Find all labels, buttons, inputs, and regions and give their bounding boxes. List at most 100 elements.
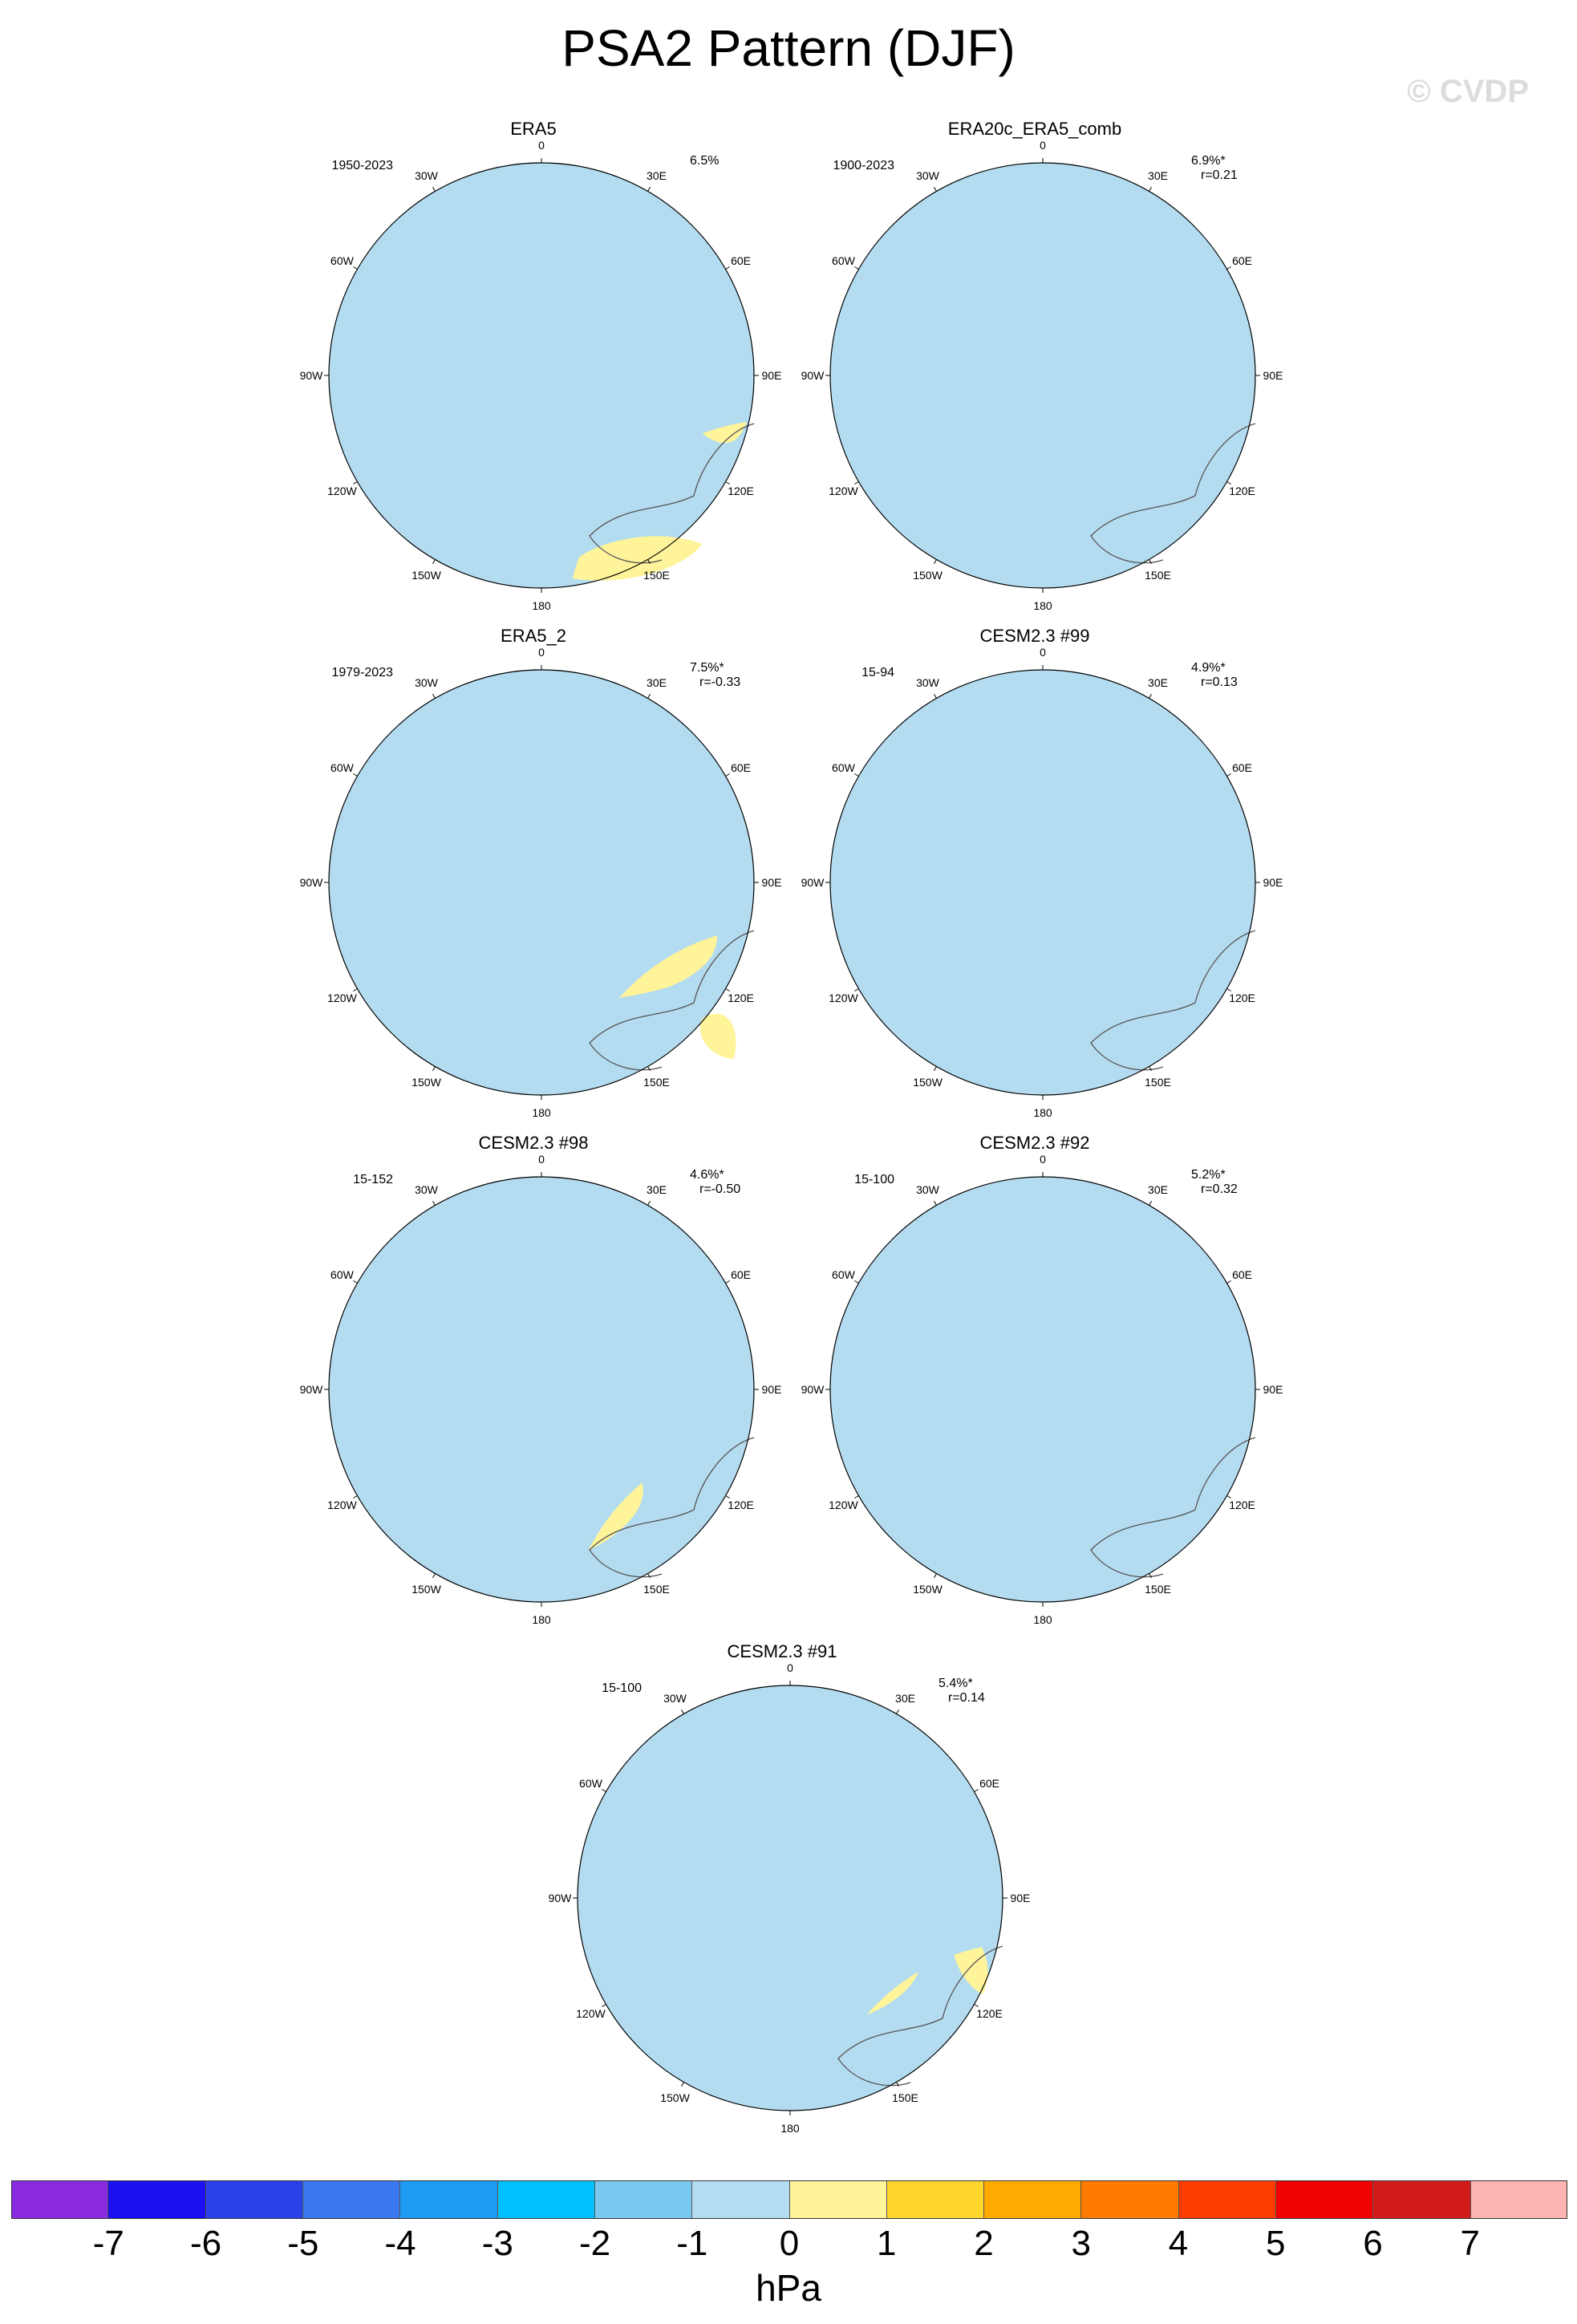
polar-map [324,665,759,1100]
longitude-label: 0 [538,646,545,659]
longitude-tick [647,559,651,564]
longitude-label: 30E [647,676,667,690]
panel-stats: 4.6%* r=-0.50 [690,1168,810,1197]
australia-coastline [1090,930,1256,1071]
longitude-label: 120W [829,1498,858,1511]
colorbar-tick-label: -3 [481,2224,513,2263]
panel-title: CESM2.3 #92 [979,1133,1090,1153]
colorbar-swatch [11,2180,109,2219]
longitude-tick [896,2082,899,2087]
explained-variance: 4.9%* [1191,661,1226,675]
longitude-label: 120E [728,484,754,497]
panel-period: 1900-2023 [833,159,894,172]
explained-variance: 6.5% [690,154,720,168]
longitude-tick [854,773,859,777]
longitude-tick [1149,1066,1152,1071]
australia-coastline [589,930,755,1071]
colorbar-tick-label: -1 [676,2224,708,2263]
longitude-label: 120W [829,484,858,497]
longitude-label: 180 [1033,1613,1052,1626]
panel-period: 15-100 [602,1681,642,1695]
longitude-tick [725,988,730,992]
longitude-label: 90E [761,876,782,889]
polar-map [825,665,1260,1100]
map-panel: CESM2.3 #99 15-94 4.9%* r=0.13 0 30E 60E 90E 120… [801,626,1368,1119]
longitude-label: 90E [1263,369,1283,382]
longitude-tick [934,1201,937,1206]
longitude-tick [725,481,730,485]
colorbar-swatch [789,2180,887,2219]
panel-period: 15-152 [353,1173,393,1186]
colorbar-tick-label: -5 [287,2224,319,2263]
longitude-label: 30W [415,676,438,690]
longitude-label: 120E [1229,484,1255,497]
longitude-tick [602,2004,606,2007]
longitude-label: 30E [1148,169,1168,183]
longitude-label: 30E [1148,676,1168,690]
longitude-tick [432,1573,436,1578]
longitude-label: 60W [330,760,354,774]
panel-stats: 7.5%* r=-0.33 [690,661,810,690]
longitude-label: 30W [415,169,438,183]
longitude-tick [1226,773,1231,777]
longitude-label: 60W [330,253,354,267]
longitude-label: 90W [299,369,323,382]
longitude-label: 30E [1148,1183,1168,1197]
longitude-label: 120E [728,1498,754,1511]
colorbar-tick-label: 3 [1071,2224,1091,2263]
anomaly-background [830,670,1255,1095]
longitude-label: 90W [548,1892,572,1904]
longitude-tick [725,773,730,777]
longitude-label: 60E [731,253,752,267]
colorbar-swatch [1276,2180,1374,2219]
pattern-correlation: r=-0.33 [699,675,741,689]
anomaly-contour [566,536,702,581]
longitude-tick [432,1201,436,1206]
longitude-label: 120E [728,991,754,1004]
map-panel: CESM2.3 #98 15-152 4.6%* r=-0.50 0 30E 60E 90E 1… [300,1133,866,1626]
longitude-tick [725,1280,730,1284]
longitude-tick [602,1789,606,1792]
longitude-label: 60E [1232,760,1253,774]
longitude-label: 90E [1010,1892,1031,1904]
longitude-label: 60W [832,1267,855,1281]
longitude-label: 120W [327,991,357,1004]
longitude-label: 120W [327,1498,357,1511]
longitude-tick [1226,481,1231,485]
anomaly-background [578,1685,1003,2111]
longitude-label: 90E [1263,1383,1283,1396]
longitude-tick [681,2082,684,2087]
colorbar-tick-label: 2 [974,2224,994,2263]
longitude-label: 180 [532,1106,551,1119]
colorbar-swatch [594,2180,693,2219]
longitude-tick [725,1495,730,1499]
colorbar-tick-label: 7 [1460,2224,1480,2263]
longitude-label: 120W [576,2006,606,2020]
polar-map [324,158,759,593]
longitude-label: 180 [780,2122,800,2135]
longitude-tick [1226,1280,1231,1284]
australia-coastline [837,1945,1003,2087]
longitude-label: 150W [411,1582,441,1596]
longitude-label: 180 [532,599,551,612]
longitude-tick [647,694,651,699]
map-panel: CESM2.3 #91 15-100 5.4%* r=0.14 0 30E 60E 90E 12… [549,1641,1115,2135]
longitude-label: 150E [1145,1075,1171,1089]
colorbar-tick-label: 1 [877,2224,897,2263]
panel-stats: 6.5% [690,154,810,168]
longitude-tick [934,1573,937,1578]
colorbar-swatch [108,2180,206,2219]
longitude-tick [647,1066,651,1071]
longitude-tick [725,266,730,270]
longitude-label: 0 [1040,1153,1046,1166]
australia-coastline [589,1437,755,1578]
colorbar-swatch [886,2180,985,2219]
longitude-tick [854,266,859,270]
colorbar-swatch [1178,2180,1277,2219]
longitude-label: 60W [330,1267,354,1281]
colorbar-swatch [1081,2180,1179,2219]
anomaly-background [830,163,1255,588]
polar-map [324,1172,759,1607]
longitude-label: 90W [299,876,323,889]
pattern-correlation: r=-0.50 [699,1182,741,1196]
